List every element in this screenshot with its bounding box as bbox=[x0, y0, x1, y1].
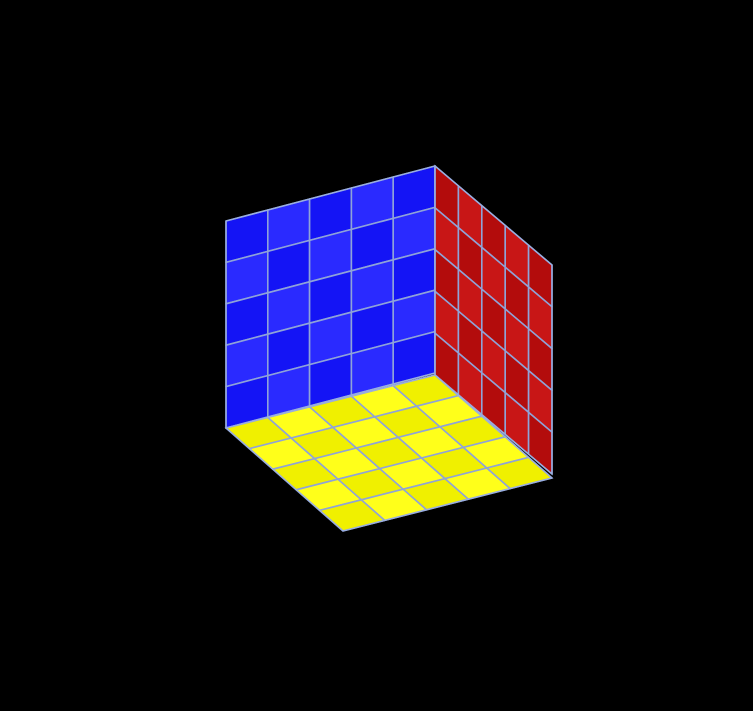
cube-face-front bbox=[225, 165, 436, 429]
face-outline-bottom bbox=[224, 374, 554, 532]
face-outline-right bbox=[434, 164, 553, 476]
cube-face-bottom bbox=[224, 374, 554, 532]
